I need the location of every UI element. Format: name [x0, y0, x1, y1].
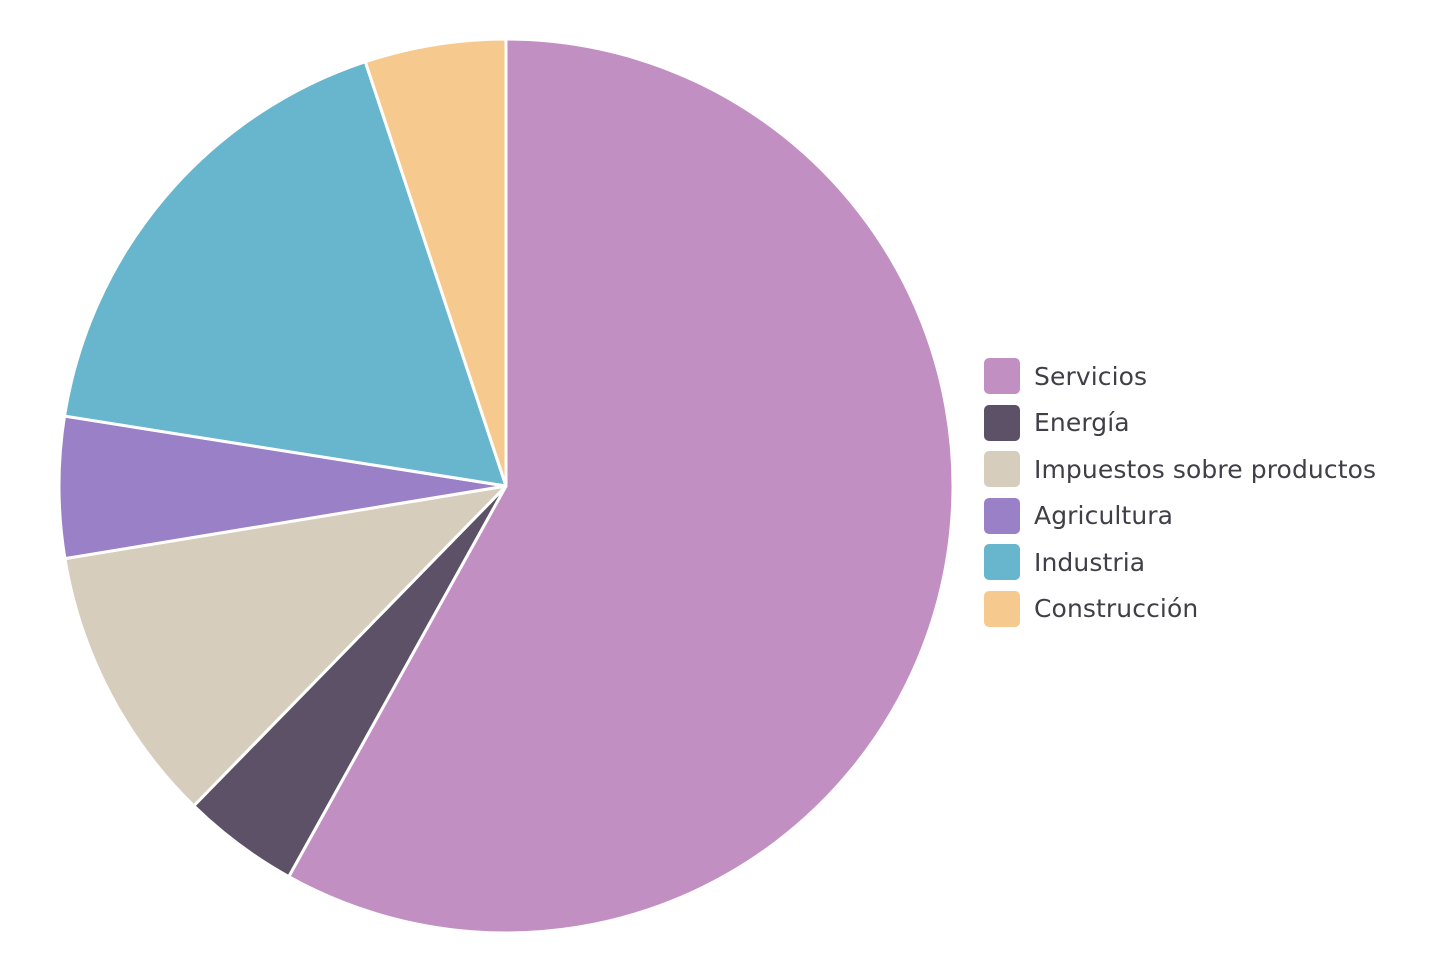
legend-label: Impuestos sobre productos [1034, 454, 1377, 484]
legend-label: Construcción [1034, 594, 1199, 624]
legend-swatch [984, 451, 1020, 488]
legend-item-construccion[interactable]: Construcción [984, 586, 1424, 633]
legend-item-industria[interactable]: Industria [984, 539, 1424, 586]
legend-item-energia[interactable]: Energía [984, 400, 1424, 447]
pie-slice-construccion[interactable] [363, 37, 508, 488]
legend-item-servicios[interactable]: Servicios [984, 353, 1424, 400]
legend-label: Industria [1034, 547, 1146, 577]
legend-swatch [984, 590, 1020, 627]
pie-slice-industria[interactable] [63, 60, 508, 488]
legend: Servicios Energía Impuestos sobre produc… [984, 353, 1424, 632]
legend-swatch [984, 497, 1020, 534]
legend-item-impuestos[interactable]: Impuestos sobre productos [984, 446, 1424, 493]
legend-label: Servicios [1034, 361, 1148, 391]
pie-slice-impuestos-sobre-productos[interactable] [63, 484, 508, 808]
pie-slice-servicios[interactable] [287, 37, 955, 935]
legend-swatch [984, 544, 1020, 581]
legend-label: Agricultura [1034, 501, 1174, 531]
legend-swatch [984, 358, 1020, 395]
legend-label: Energía [1034, 408, 1130, 438]
pie-slices [57, 37, 955, 935]
pie-slice-agricultura[interactable] [57, 414, 508, 561]
legend-swatch [984, 404, 1020, 441]
legend-item-agricultura[interactable]: Agricultura [984, 493, 1424, 540]
